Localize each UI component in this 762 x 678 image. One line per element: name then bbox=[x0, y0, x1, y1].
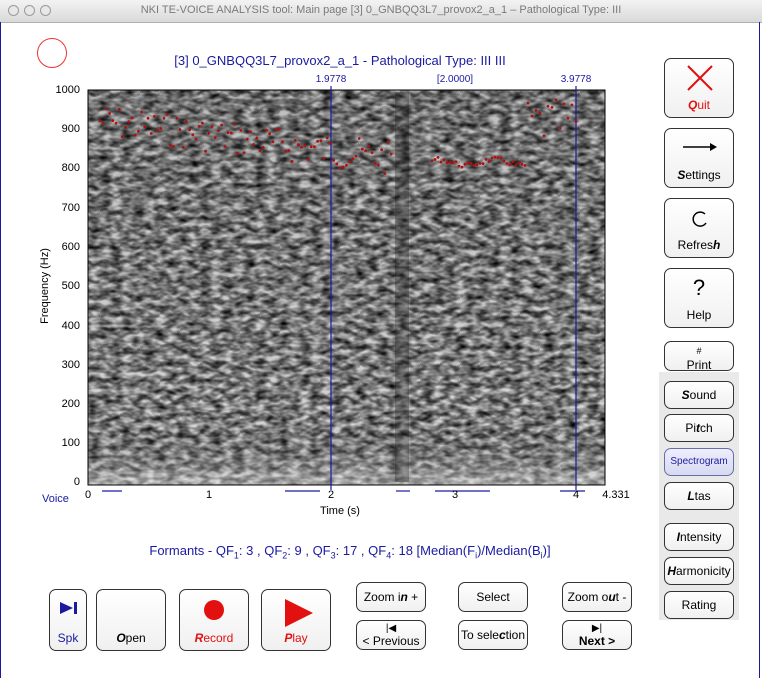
record-button[interactable]: Record bbox=[179, 589, 249, 651]
zoom-in-button[interactable]: Zoom in + bbox=[356, 582, 426, 612]
spectrogram-dark-band bbox=[395, 92, 409, 482]
voice-label: Voice bbox=[42, 493, 69, 505]
title-bar: NKI TE-VOICE ANALYSIS tool: Main page [3… bbox=[0, 0, 762, 23]
y-tick-label: 700 bbox=[61, 202, 80, 214]
print-button[interactable]: # Print bbox=[664, 341, 734, 372]
rating-button[interactable]: Rating bbox=[664, 591, 734, 619]
refresh-button[interactable]: Refresh bbox=[664, 198, 734, 258]
close-icon bbox=[687, 65, 713, 91]
window-title: NKI TE-VOICE ANALYSIS tool: Main page [3… bbox=[140, 4, 622, 16]
refresh-icon bbox=[692, 211, 707, 227]
skip-back-icon: |◀ bbox=[385, 623, 397, 634]
help-label: Help bbox=[686, 308, 712, 322]
ltas-button[interactable]: Ltas bbox=[664, 482, 734, 510]
y-tick-label: 1000 bbox=[55, 84, 80, 96]
spectrogram-shading bbox=[88, 90, 605, 485]
plot-title: [3] 0_GNBQQ3L7_provox2_a_1 - Pathologica… bbox=[174, 53, 506, 68]
zoom-window-icon[interactable] bbox=[40, 5, 51, 16]
harmonicity-button[interactable]: Harmonicity bbox=[664, 557, 734, 585]
y-tick-label: 100 bbox=[61, 437, 80, 449]
arrow-right-icon bbox=[683, 143, 717, 151]
recording-indicator-icon bbox=[37, 38, 67, 68]
y-tick-label: 0 bbox=[73, 476, 80, 488]
y-tick-label: 500 bbox=[61, 280, 80, 292]
x-tick-label: 3 bbox=[451, 489, 459, 501]
hash-icon: # bbox=[696, 346, 702, 356]
print-label: Print bbox=[686, 358, 712, 372]
y-tick-label: 800 bbox=[61, 162, 80, 174]
help-button[interactable]: ? Help bbox=[664, 268, 734, 328]
record-label: Record bbox=[194, 631, 234, 645]
y-tick-label: 400 bbox=[61, 320, 80, 332]
play-button[interactable]: Play bbox=[261, 589, 331, 651]
cursor-left-label: 1.9778 bbox=[315, 74, 347, 85]
y-tick-label: 600 bbox=[61, 241, 80, 253]
open-label: Open bbox=[116, 631, 146, 645]
x-tick-label: 0 bbox=[84, 489, 92, 501]
pitch-button[interactable]: Pitch bbox=[664, 414, 734, 442]
formant-track bbox=[98, 98, 578, 175]
plot-frame bbox=[87, 89, 606, 486]
next-label: Next > bbox=[578, 634, 616, 648]
x-tick-label: 1 bbox=[205, 489, 213, 501]
y-tick-label: 900 bbox=[61, 123, 80, 135]
window-frame bbox=[0, 22, 760, 678]
skip-forward-icon: ▶| bbox=[591, 623, 603, 634]
x-tick-label: 2 bbox=[327, 489, 335, 501]
x-tick-label: 4.331 bbox=[602, 489, 630, 501]
previous-button[interactable]: |◀ < Previous bbox=[356, 620, 426, 650]
speaker-play-icon bbox=[60, 602, 77, 614]
x-axis-label: Time (s) bbox=[320, 505, 360, 517]
intensity-button[interactable]: Intensity bbox=[664, 523, 734, 551]
settings-label: Settings bbox=[677, 168, 721, 182]
spectrogram-button[interactable]: Spectrogram bbox=[664, 448, 734, 476]
spectrogram-plot[interactable] bbox=[0, 0, 762, 520]
previous-label: < Previous bbox=[362, 634, 420, 648]
close-window-icon[interactable] bbox=[8, 5, 19, 16]
question-icon: ? bbox=[692, 275, 706, 300]
x-tick-label: 4 bbox=[572, 489, 580, 501]
zoom-out-button[interactable]: Zoom out - bbox=[562, 582, 632, 612]
next-button[interactable]: ▶| Next > bbox=[562, 620, 632, 650]
select-button[interactable]: Select bbox=[458, 582, 528, 612]
sound-button[interactable]: Sound bbox=[664, 381, 734, 409]
refresh-label: Refresh bbox=[677, 238, 721, 252]
formants-summary: Formants - QF1: 3 , QF2: 9 , QF3: 17 , Q… bbox=[149, 543, 551, 561]
play-icon bbox=[285, 599, 313, 627]
to-selection-button[interactable]: To selection bbox=[458, 620, 528, 650]
record-icon bbox=[204, 600, 224, 620]
quit-label: Quit bbox=[687, 98, 711, 112]
play-label: Play bbox=[284, 631, 308, 645]
cursor-mid-label: [2.0000] bbox=[436, 74, 474, 85]
quit-button[interactable]: Quit bbox=[664, 58, 734, 118]
speaker-button[interactable]: Spk bbox=[49, 589, 87, 651]
cursor-right-label: 3.9778 bbox=[560, 74, 592, 85]
settings-button[interactable]: Settings bbox=[664, 128, 734, 188]
y-tick-label: 200 bbox=[61, 398, 80, 410]
y-tick-label: 300 bbox=[61, 359, 80, 371]
open-button[interactable]: Open bbox=[96, 589, 166, 651]
minimize-window-icon[interactable] bbox=[24, 5, 35, 16]
speaker-label: Spk bbox=[57, 631, 79, 645]
